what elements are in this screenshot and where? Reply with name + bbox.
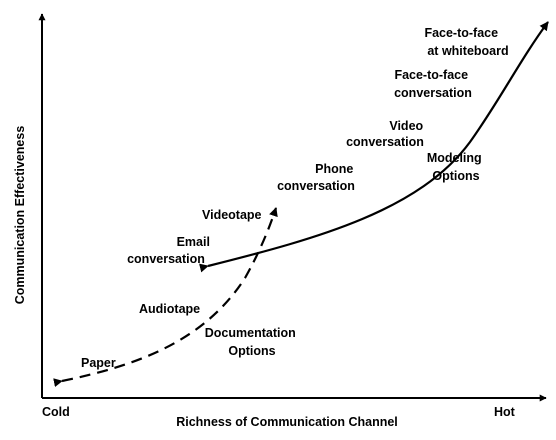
channel-label-email: Email conversation	[127, 235, 213, 266]
x-axis-label: Richness of Communication Channel	[176, 415, 398, 429]
channel-label-audiotape: Audiotape	[139, 302, 200, 316]
x-axis-min-label: Cold	[42, 405, 70, 419]
y-axis-label: Communication Effectiveness	[13, 126, 27, 305]
channel-label-video: Video conversation	[346, 119, 427, 149]
channel-label-paper: Paper	[81, 356, 116, 370]
modeling-options-label: Modeling Options	[427, 151, 485, 183]
channel-label-whiteboard: Face-to-face at whiteboard	[424, 26, 508, 58]
x-axis-max-label: Hot	[494, 405, 516, 419]
channel-label-face-to-face: Face-to-face conversation	[394, 68, 472, 100]
channel-label-phone: Phone conversation	[277, 162, 357, 193]
modeling-options-curve	[199, 21, 549, 273]
documentation-options-curve	[53, 207, 278, 388]
channel-label-videotape: Videotape	[202, 208, 262, 222]
documentation-options-label: Documentation Options	[205, 326, 299, 358]
